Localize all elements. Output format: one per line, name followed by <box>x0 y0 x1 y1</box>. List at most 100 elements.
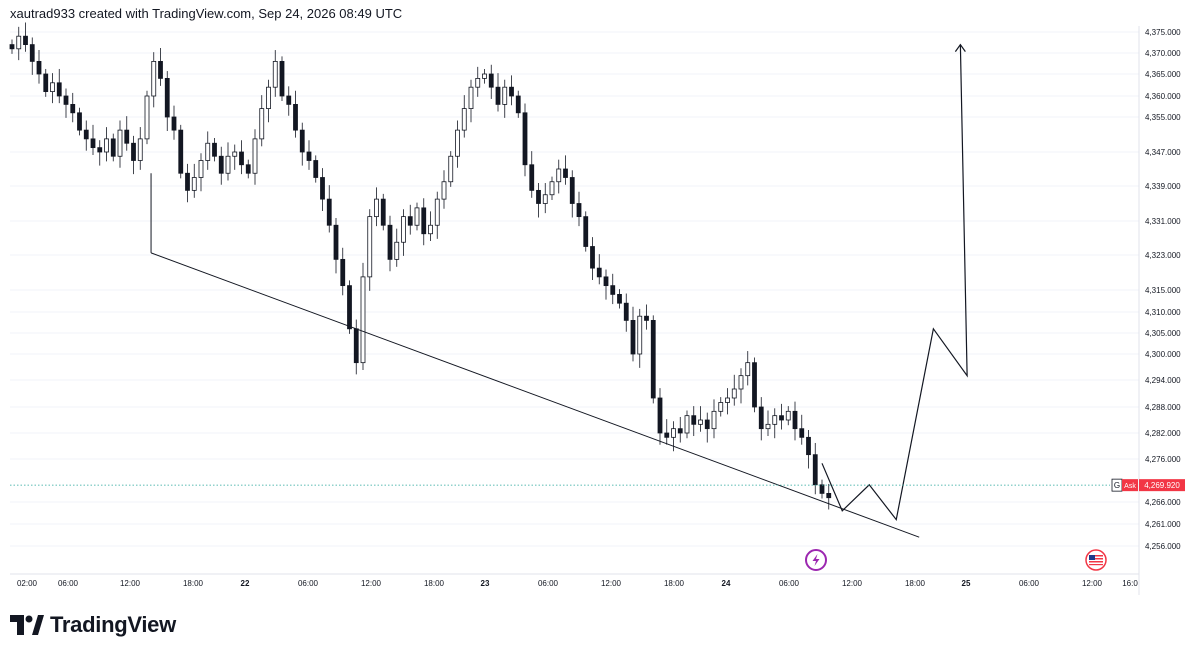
candle-body <box>171 116 177 131</box>
x-tick-label: 06:00 <box>58 579 79 588</box>
x-tick-label: 06:00 <box>538 579 559 588</box>
ask-price-value: 4,269.920 <box>1144 481 1180 490</box>
candle-body <box>110 138 116 157</box>
x-tick-label: 12:00 <box>120 579 141 588</box>
y-tick-label: 4,339.000 <box>1145 182 1181 191</box>
candle-body <box>77 112 82 131</box>
candle-body <box>590 246 595 269</box>
candle-body <box>637 315 643 355</box>
candle-body <box>488 73 494 88</box>
projection-arrowhead <box>954 43 966 52</box>
candle-body <box>522 112 528 166</box>
candle-body <box>772 415 778 425</box>
candle-body <box>185 172 190 191</box>
candle-body <box>306 151 312 161</box>
y-axis: 4,375.000 4,370.000 4,365.000 4,360.000 4,35… <box>1145 28 1181 551</box>
lightning-event-icon[interactable] <box>805 549 827 571</box>
candle-body <box>353 328 359 364</box>
candle-body <box>374 198 379 218</box>
x-tick-label: 16:0 <box>1122 579 1138 588</box>
chart-header: xautrad933 created with TradingView.com,… <box>10 6 403 21</box>
tradingview-logo: TradingView <box>10 612 176 638</box>
candle-body <box>785 410 791 421</box>
y-tick-label: 4,282.000 <box>1145 429 1181 438</box>
candle-body <box>529 164 535 191</box>
candle-body <box>725 397 730 403</box>
candle-body <box>212 142 217 157</box>
candle-body <box>428 224 433 235</box>
candle-body <box>16 35 22 50</box>
x-axis: 02:00 06:00 12:00 18:00 22 06:00 12:00 18:00 23 0… <box>17 579 1138 588</box>
candle-body <box>104 138 109 153</box>
candle-body <box>164 78 170 118</box>
candle-body <box>758 406 764 430</box>
us-flag-event-icon[interactable] <box>1085 549 1107 571</box>
y-tick-label: 4,256.000 <box>1145 542 1181 551</box>
candle-body <box>556 168 562 183</box>
candle-body <box>245 164 251 174</box>
candle-body <box>50 82 55 93</box>
candle-body <box>239 151 244 166</box>
y-tick-label: 4,323.000 <box>1145 251 1181 260</box>
candle-body <box>799 428 805 438</box>
candle-body <box>731 388 737 399</box>
x-tick-label: 06:00 <box>779 579 800 588</box>
candle-body <box>367 216 373 278</box>
candle-body <box>434 198 440 226</box>
ask-label: Ask <box>1124 483 1136 490</box>
candle-body <box>448 155 454 183</box>
y-tick-label: 4,370.000 <box>1145 49 1181 58</box>
grid <box>10 31 1139 547</box>
candle-body <box>225 155 231 174</box>
drawings[interactable] <box>150 43 968 538</box>
candle-body <box>583 216 589 247</box>
candle-body <box>252 138 258 174</box>
candle-body <box>43 73 49 93</box>
candle-body <box>158 61 163 79</box>
x-tick-label: 23 <box>481 579 490 588</box>
candle-body <box>63 95 69 105</box>
candle-body <box>468 86 474 109</box>
candle-body <box>644 315 649 321</box>
y-tick-label: 4,276.000 <box>1145 455 1181 464</box>
candle-body <box>56 82 62 97</box>
candle-body <box>36 61 42 75</box>
x-tick-label: 12:00 <box>842 579 863 588</box>
candle-body <box>347 285 352 330</box>
x-tick-label: 02:00 <box>17 579 38 588</box>
x-tick-label: 24 <box>722 579 731 588</box>
y-tick-label: 4,294.000 <box>1145 376 1181 385</box>
candle-body <box>293 104 298 131</box>
candle-body <box>394 241 400 260</box>
candle-body <box>29 44 35 62</box>
x-tick-label: 18:00 <box>424 579 445 588</box>
candle-body <box>603 276 609 287</box>
candle-body <box>549 181 555 196</box>
candle-body <box>671 428 676 438</box>
y-tick-label: 4,347.000 <box>1145 148 1181 157</box>
candle-body <box>630 319 636 355</box>
y-tick-label: 4,305.000 <box>1145 329 1181 338</box>
candle-body <box>698 419 703 425</box>
candle-body <box>596 267 602 278</box>
candle-body <box>90 138 96 149</box>
candle-body <box>144 95 150 140</box>
candle-body <box>387 224 393 260</box>
candle-body <box>407 216 413 226</box>
candle-body <box>83 129 89 140</box>
y-tick-label: 4,331.000 <box>1145 217 1181 226</box>
y-tick-label: 4,261.000 <box>1145 520 1181 529</box>
y-tick-label: 4,375.000 <box>1145 28 1181 37</box>
candle-body <box>441 181 447 200</box>
candle-body <box>455 129 460 157</box>
candle-body <box>320 177 325 200</box>
candle-body <box>124 129 130 144</box>
y-tick-label: 4,266.000 <box>1145 498 1181 507</box>
candle-body <box>677 428 683 434</box>
candle-body <box>272 61 278 88</box>
x-tick-label: 12:00 <box>601 579 622 588</box>
candle-body <box>576 203 582 218</box>
candle-body <box>502 86 508 105</box>
candle-body <box>70 104 76 114</box>
